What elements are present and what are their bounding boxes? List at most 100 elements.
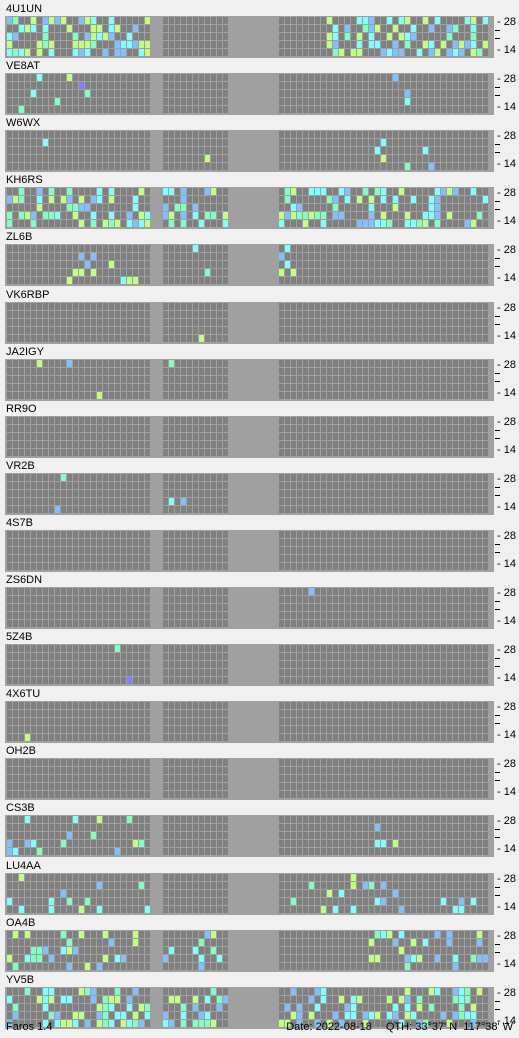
activity-cell <box>297 261 302 269</box>
activity-cell <box>309 424 314 432</box>
activity-cell <box>459 448 464 456</box>
activity-cell <box>459 212 464 220</box>
activity-cell <box>345 473 350 481</box>
activity-cell <box>375 326 380 334</box>
activity-cell <box>205 302 210 310</box>
activity-cell <box>435 702 440 710</box>
activity-cell <box>351 596 356 603</box>
activity-cell <box>285 334 290 342</box>
activity-cell <box>417 106 422 114</box>
activity-cell <box>109 783 114 791</box>
activity-cell <box>483 596 488 603</box>
activity-cell <box>375 448 380 456</box>
activity-cell <box>145 269 150 277</box>
activity-cell <box>309 661 314 669</box>
activity-cell <box>67 620 72 627</box>
activity-cell <box>351 783 356 791</box>
activity-cell <box>369 669 374 677</box>
activity-cell <box>297 204 302 212</box>
activity-cell <box>133 505 138 513</box>
activity-cell <box>483 269 488 277</box>
activity-cell <box>121 41 126 48</box>
activity-cell <box>85 310 90 318</box>
activity-cell <box>297 661 302 669</box>
activity-cell <box>369 25 374 32</box>
activity-cell <box>333 596 338 603</box>
activity-cell <box>133 49 138 56</box>
activity-cell <box>223 791 228 799</box>
activity-cell <box>363 505 368 513</box>
activity-cell <box>13 17 18 24</box>
activity-cell <box>381 432 386 440</box>
activity-cell <box>387 448 392 456</box>
activity-cell <box>43 383 48 391</box>
activity-cell <box>417 98 422 106</box>
activity-cell <box>67 546 72 554</box>
activity-cell <box>303 767 308 775</box>
activity-cell <box>97 677 102 685</box>
activity-cell <box>465 90 470 98</box>
activity-cell <box>327 245 332 253</box>
activity-cell <box>91 677 96 685</box>
activity-cell <box>19 391 24 399</box>
activity-cell <box>309 710 314 718</box>
activity-cell <box>351 131 356 139</box>
activity-cell <box>97 424 102 432</box>
activity-cell <box>115 82 120 90</box>
band-tick <box>495 494 500 496</box>
activity-cell <box>205 710 210 718</box>
activity-cell <box>351 759 356 767</box>
activity-cell <box>187 261 192 269</box>
activity-cell <box>351 554 356 562</box>
activity-cell <box>103 448 108 456</box>
activity-cell <box>115 546 120 554</box>
activity-cell <box>187 448 192 456</box>
activity-cell <box>363 620 368 627</box>
activity-cell <box>375 49 380 56</box>
activity-cell <box>169 90 174 98</box>
activity-cell <box>447 131 452 139</box>
activity-cell <box>453 74 458 82</box>
activity-cell <box>279 82 284 90</box>
activity-cell <box>187 163 192 171</box>
activity-cell <box>43 326 48 334</box>
activity-cell <box>19 334 24 342</box>
activity-cell <box>181 98 186 106</box>
activity-cell <box>181 596 186 603</box>
activity-cell <box>309 612 314 619</box>
activity-cell <box>103 367 108 375</box>
activity-cell <box>393 359 398 367</box>
activity-cell <box>393 163 398 171</box>
activity-cell <box>327 391 332 399</box>
activity-cell <box>205 473 210 481</box>
activity-cell <box>211 155 216 163</box>
activity-cell <box>327 416 332 424</box>
activity-cell <box>309 90 314 98</box>
activity-cell <box>199 653 204 661</box>
beacon-grid <box>5 701 494 744</box>
activity-cell <box>91 326 96 334</box>
activity-cell <box>291 139 296 147</box>
activity-cell <box>381 25 386 32</box>
activity-cell <box>327 188 332 196</box>
activity-cell <box>43 734 48 742</box>
activity-cell <box>187 74 192 82</box>
activity-cell <box>465 497 470 505</box>
activity-cell <box>453 33 458 40</box>
activity-cell <box>297 791 302 799</box>
activity-cell <box>339 653 344 661</box>
activity-cell <box>285 669 290 677</box>
activity-cell <box>43 546 48 554</box>
activity-cell <box>43 596 48 603</box>
activity-cell <box>303 49 308 56</box>
activity-cell <box>13 783 18 791</box>
activity-cell <box>169 596 174 603</box>
activity-cell <box>417 155 422 163</box>
activity-cell <box>211 416 216 424</box>
activity-cell <box>387 726 392 734</box>
activity-cell <box>205 791 210 799</box>
activity-cell <box>357 253 362 261</box>
band-bottom-label: - 14 <box>497 158 516 171</box>
activity-cell <box>393 497 398 505</box>
activity-cell <box>303 41 308 48</box>
